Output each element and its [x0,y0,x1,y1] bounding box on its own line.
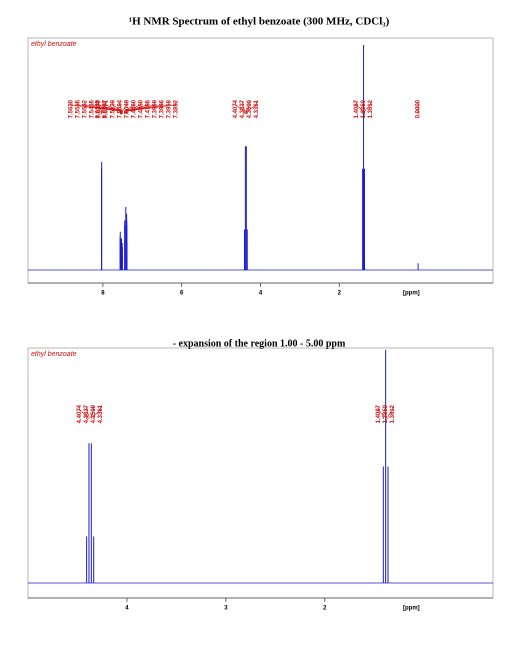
peak-label: 1.3612 [390,404,396,423]
peak-leader [84,102,121,114]
spectrum-label: ethyl benzoate [31,351,77,358]
peak-label: 1.3850 [361,99,367,118]
peak-label: 7.5049 [124,99,130,118]
peak-label: 7.5377 [96,99,102,118]
x-axis-label: [ppm] [403,291,420,297]
peak-leader [86,407,90,419]
peak-label: 4.3361 [98,404,104,423]
peak-label: 4.3837 [240,99,246,118]
peak-label: 4.3361 [254,99,260,118]
peak-leader [356,102,363,114]
peak-leader [124,102,142,114]
peak-leader [246,102,250,114]
peak-label: 4.3837 [84,404,90,423]
peak-label: 7.3946 [159,99,165,118]
peak-label: 7.3969 [152,99,158,118]
peak-label: 7.5139 [110,99,116,118]
peak-label: 8.0345 [96,99,102,118]
x-axis-label: [ppm] [403,606,420,612]
peak-label: 7.5415 [89,99,95,118]
peak-label: 7.5271 [103,99,109,118]
peak-leader [126,102,177,114]
peak-label: 7.5585 [75,99,81,118]
peak-leader [242,102,246,114]
peak-leader [98,102,122,114]
peak-leader [91,407,94,419]
peak-label: 4.4074 [233,99,239,118]
peak-label: 1.3850 [383,404,389,423]
x-tick-label: 2 [323,606,327,612]
x-tick-label: 4 [125,606,129,612]
peak-leader [93,407,101,419]
peak-label: 4.3599 [247,99,253,118]
peak-label: 7.5094 [117,99,123,118]
x-tick-label: 3 [224,606,228,612]
chart-title: ¹H NMR Spectrum of ethyl benzoate (300 M… [129,16,390,28]
peak-leader [364,102,371,114]
x-tick-label: 2 [338,291,342,297]
peak-label: 1.4087 [376,404,382,423]
peak-leader [79,407,87,419]
peak-leader [387,407,393,419]
peak-label: 7.4185 [145,99,151,118]
x-tick-label: 8 [101,291,105,297]
peak-leader [125,102,149,114]
peak-label: 1.4087 [354,99,360,118]
peak-label: 1.3612 [368,99,374,118]
peak-label: 4.3599 [91,404,97,423]
peak-label: 7.3892 [173,99,179,118]
peak-label: 7.3918 [166,99,172,118]
x-tick-label: 6 [180,291,184,297]
peak-leader [235,102,245,114]
chart-subtitle: - expansion of the region 1.00 - 5.00 pp… [173,338,346,349]
peak-leader [378,407,384,419]
peak-label: 0.0000 [416,99,422,118]
x-tick-label: 4 [259,291,263,297]
peak-label: 7.5620 [68,99,74,118]
peak-label: 7.5542 [82,99,88,118]
peak-leader [105,102,122,114]
spectrum-label: ethyl benzoate [31,41,77,48]
peak-leader [246,102,257,114]
peak-label: 4.4074 [77,404,83,423]
peak-leader [122,102,128,114]
